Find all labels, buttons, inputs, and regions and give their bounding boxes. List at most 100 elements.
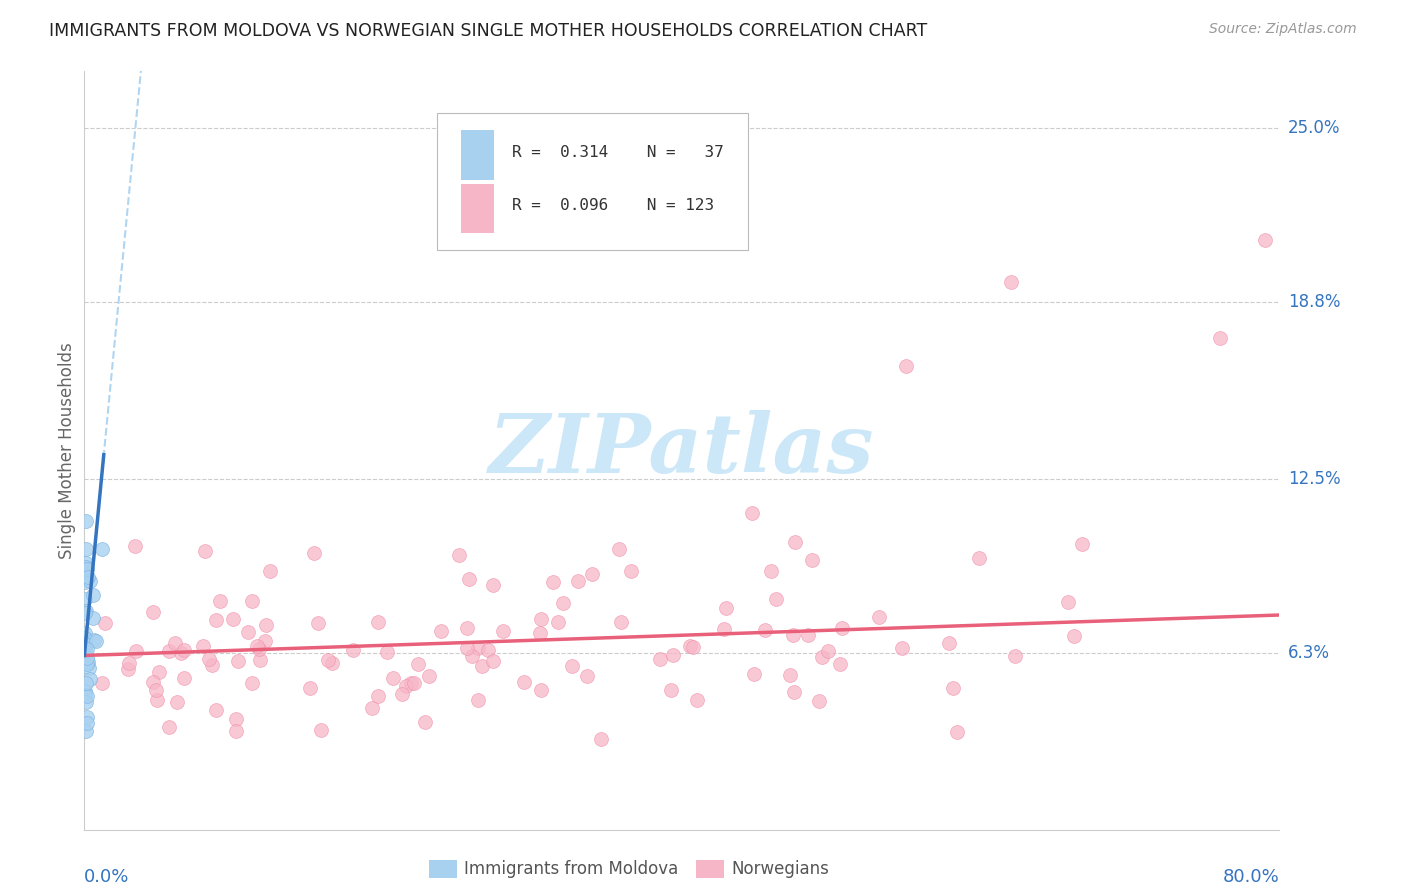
Point: [529, 626, 551, 640]
Point: [967, 551, 990, 566]
Point: [530, 612, 553, 626]
Point: [367, 615, 389, 629]
Point: [157, 720, 180, 734]
Point: [575, 669, 598, 683]
Point: [467, 693, 489, 707]
Point: [1253, 233, 1275, 247]
Point: [1000, 275, 1022, 289]
Point: [73, 684, 96, 698]
Point: [166, 695, 188, 709]
Point: [76, 710, 98, 724]
Point: [796, 628, 818, 642]
Point: [298, 681, 321, 695]
Point: [807, 694, 830, 708]
Point: [946, 724, 969, 739]
Point: [75, 688, 97, 702]
Point: [890, 641, 912, 656]
Text: 25.0%: 25.0%: [1288, 119, 1340, 136]
Point: [765, 591, 787, 606]
Point: [75, 514, 97, 528]
Point: [458, 572, 481, 586]
Text: IMMIGRANTS FROM MOLDOVA VS NORWEGIAN SINGLE MOTHER HOUSEHOLDS CORRELATION CHART: IMMIGRANTS FROM MOLDOVA VS NORWEGIAN SIN…: [49, 22, 928, 40]
Point: [868, 610, 890, 624]
Point: [249, 653, 271, 667]
Point: [169, 646, 191, 660]
Point: [682, 640, 704, 654]
Point: [678, 639, 700, 653]
Point: [316, 653, 339, 667]
Point: [75, 676, 97, 690]
Point: [246, 639, 269, 653]
Point: [650, 651, 672, 665]
Point: [73, 644, 96, 658]
Point: [91, 676, 114, 690]
Point: [321, 656, 343, 670]
Point: [395, 679, 418, 693]
Point: [581, 566, 603, 581]
Point: [75, 626, 97, 640]
Point: [360, 701, 382, 715]
Point: [75, 541, 97, 556]
Point: [1057, 595, 1080, 609]
Point: [157, 644, 180, 658]
Point: [75, 575, 97, 590]
Point: [620, 564, 643, 578]
Point: [76, 641, 98, 656]
FancyBboxPatch shape: [461, 184, 495, 233]
Point: [609, 615, 631, 629]
Point: [402, 676, 425, 690]
Point: [194, 544, 217, 558]
Point: [831, 621, 853, 635]
Point: [661, 682, 683, 697]
Point: [75, 592, 97, 607]
Point: [222, 612, 245, 626]
Point: [148, 665, 170, 680]
Point: [205, 613, 228, 627]
Point: [551, 597, 574, 611]
Point: [811, 650, 834, 665]
Point: [530, 683, 553, 698]
FancyBboxPatch shape: [437, 113, 748, 250]
Point: [256, 617, 278, 632]
Point: [240, 593, 263, 607]
Point: [240, 676, 263, 690]
Point: [561, 658, 583, 673]
Point: [76, 715, 98, 730]
Point: [73, 648, 96, 663]
Point: [367, 690, 389, 704]
Point: [117, 662, 139, 676]
Text: Source: ZipAtlas.com: Source: ZipAtlas.com: [1209, 22, 1357, 37]
Text: R =  0.096    N = 123: R = 0.096 N = 123: [512, 198, 714, 213]
Point: [1004, 649, 1026, 664]
Text: 80.0%: 80.0%: [1223, 869, 1279, 887]
Point: [471, 659, 494, 673]
Point: [741, 506, 763, 520]
Point: [541, 575, 564, 590]
Point: [247, 642, 270, 657]
Point: [800, 553, 823, 567]
Point: [894, 359, 917, 374]
Point: [307, 615, 329, 630]
Point: [91, 541, 114, 556]
Point: [93, 616, 115, 631]
Point: [76, 655, 98, 669]
Point: [456, 640, 478, 655]
Point: [124, 539, 146, 553]
Point: [77, 569, 100, 583]
Point: [482, 578, 505, 592]
Text: Immigrants from Moldova: Immigrants from Moldova: [464, 860, 678, 878]
Point: [567, 574, 589, 588]
Point: [75, 724, 97, 739]
Point: [783, 685, 806, 699]
Point: [82, 611, 104, 625]
Point: [406, 657, 429, 672]
Text: ZIPatlas: ZIPatlas: [489, 410, 875, 491]
Point: [461, 649, 484, 664]
Point: [482, 655, 505, 669]
FancyBboxPatch shape: [461, 130, 495, 180]
Point: [302, 545, 325, 559]
Point: [73, 632, 96, 646]
Point: [938, 636, 960, 650]
Point: [75, 559, 97, 574]
Point: [82, 588, 104, 602]
